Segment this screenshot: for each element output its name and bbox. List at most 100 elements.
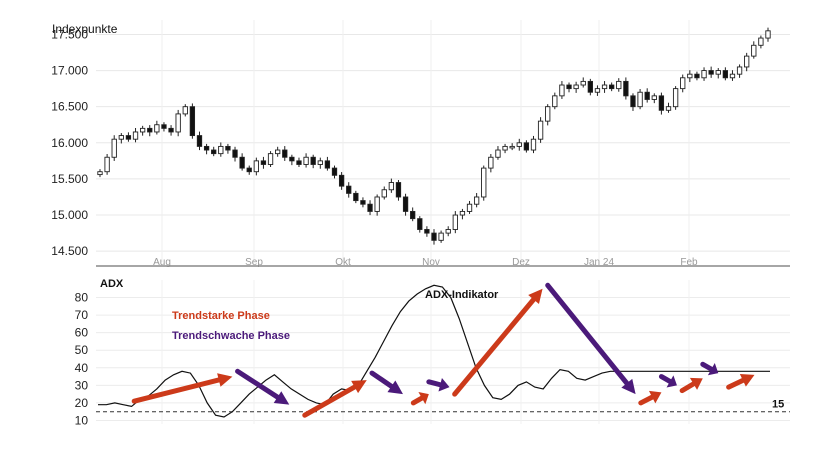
price-month-label: Jan 24 (584, 257, 614, 268)
candle-body (139, 127, 146, 133)
candle-body (466, 203, 473, 212)
candle-body (118, 135, 124, 140)
candle-body (154, 124, 160, 133)
candle-body (381, 189, 387, 198)
candle-body (104, 156, 110, 173)
price-tick-label: 16.000 (51, 136, 88, 150)
candle-body (424, 229, 430, 234)
candle-body (680, 77, 686, 90)
phase-arrow-head (648, 390, 662, 404)
candle-body (473, 196, 480, 205)
candle-body (651, 95, 657, 100)
phase-arrow-head (689, 377, 703, 390)
candle-body (374, 196, 380, 212)
candle-body (744, 55, 750, 68)
candle-body (211, 149, 217, 155)
candle-body (310, 156, 316, 165)
candle-body (609, 84, 615, 90)
price-month-label: Sep (245, 257, 263, 268)
phase-arrow-shaft (302, 384, 358, 418)
candle-body (402, 196, 409, 212)
candle-body (246, 167, 252, 173)
adx-panel: ADX 10 20 30 40 50 60 70 80 15 ADX-Indikator Tr… (75, 278, 790, 427)
candle-body (502, 145, 508, 151)
price-tick-label: 15.500 (51, 172, 88, 186)
candle-body (338, 174, 345, 187)
candle-body (147, 127, 153, 133)
phase-arrow-shaft (545, 282, 630, 386)
legend-strong-phase: Trendstarke Phase (172, 310, 270, 322)
adx-tick-label: 70 (75, 308, 89, 322)
phase-arrow-head (217, 373, 233, 387)
candle-body (239, 156, 245, 169)
candle-body (445, 229, 451, 234)
candle-body (566, 84, 572, 90)
phase-arrow-shaft (410, 395, 425, 406)
candle-body (573, 84, 579, 90)
candle-body (182, 106, 188, 115)
price-tick-label: 17.500 (51, 27, 88, 41)
candle-body (346, 185, 352, 194)
price-tick-label: 15.000 (51, 208, 88, 222)
adx-phase-arrows (131, 282, 755, 418)
phase-arrow-head (666, 375, 677, 388)
candle-body (225, 145, 231, 151)
price-tick-label: 16.500 (51, 100, 88, 114)
candle-body (459, 210, 466, 216)
candle-body (431, 232, 437, 241)
candle-body (580, 80, 586, 86)
phase-arrow-shaft (131, 377, 222, 404)
price-axis-title: Indexpunkte (52, 22, 118, 36)
adx-tick-label: 10 (75, 413, 89, 427)
phase-arrow-head (418, 392, 429, 405)
phase-arrow-shaft (679, 381, 696, 394)
price-tick-label: 17.000 (51, 64, 88, 78)
candle-body (353, 192, 359, 202)
price-candles (97, 27, 771, 245)
phase-arrow-shaft (369, 370, 394, 389)
candle-body (132, 131, 139, 140)
price-month-labels: Aug Sep Okt Nov Dez Jan 24 Feb (153, 257, 698, 268)
candle-body (545, 106, 551, 122)
price-month-label: Aug (153, 257, 171, 268)
candle-body (722, 70, 729, 79)
candle-body (481, 167, 487, 198)
adx-tick-label: 40 (75, 361, 89, 375)
candle-body (275, 149, 281, 155)
candle-body (701, 70, 707, 79)
candle-body (530, 138, 537, 151)
candle-body (751, 44, 757, 57)
phase-arrow-head (438, 377, 450, 392)
price-grid (96, 20, 790, 262)
candle-body (559, 84, 565, 97)
candle-body (715, 70, 721, 75)
price-month-label: Dez (512, 257, 530, 268)
candle-body (658, 95, 665, 111)
candle-body (537, 120, 544, 140)
candle-body (687, 73, 693, 79)
candle-body (672, 88, 679, 108)
adx-tick-label: 80 (75, 291, 89, 305)
candle-body (495, 149, 501, 158)
adx-line-annotation: ADX-Indikator (425, 289, 499, 301)
candle-body (289, 156, 295, 162)
candle-body (630, 95, 636, 108)
candle-body (232, 149, 238, 158)
candle-body (665, 106, 672, 111)
candle-body (758, 37, 764, 46)
phase-arrow-shaft (658, 374, 673, 384)
phase-arrow-head (351, 380, 367, 394)
candle-body (708, 70, 714, 75)
candle-body (509, 145, 515, 149)
candle-body (601, 84, 608, 90)
candle-body (203, 145, 210, 151)
candle-body (175, 113, 181, 133)
price-panel: Indexpunkte 14.500 15.000 15.500 16.000 16.5… (51, 20, 790, 268)
candle-body (260, 160, 267, 165)
candle-body (296, 160, 302, 165)
candle-body (452, 214, 458, 230)
candle-body (331, 167, 338, 176)
candle-body (388, 182, 395, 191)
candle-body (395, 182, 402, 198)
